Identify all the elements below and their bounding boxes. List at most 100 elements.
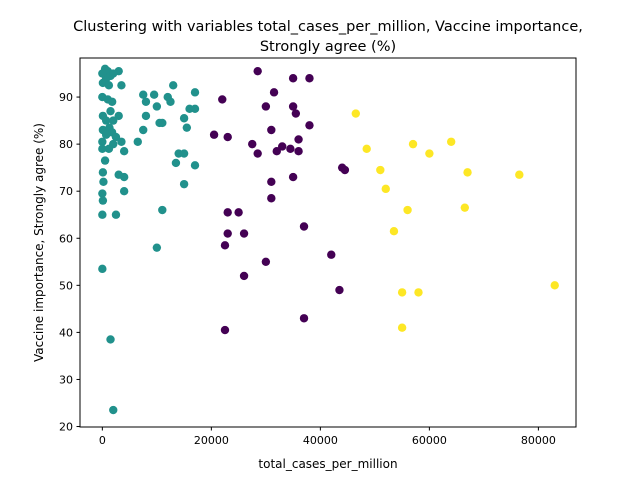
data-point (109, 405, 118, 415)
y-tick-label: 30 (59, 373, 73, 386)
data-point (98, 264, 107, 274)
data-point (403, 205, 412, 215)
data-point (98, 137, 107, 146)
data-point (223, 132, 232, 142)
data-point (376, 165, 385, 175)
data-point (294, 146, 303, 156)
data-points (98, 64, 559, 415)
data-point (98, 196, 108, 205)
data-point (267, 125, 276, 135)
data-point (550, 281, 559, 290)
data-point (149, 90, 159, 99)
data-point (104, 81, 114, 90)
data-point (515, 170, 524, 179)
data-point (253, 149, 262, 158)
y-tick-label: 50 (59, 279, 73, 292)
data-point (288, 172, 298, 182)
data-point (288, 102, 298, 111)
data-point (119, 172, 129, 182)
data-point (220, 241, 230, 250)
data-point (267, 194, 276, 203)
data-point (171, 158, 181, 168)
data-point (152, 243, 162, 252)
data-point (101, 130, 111, 139)
data-point (104, 144, 114, 154)
y-axis-label: Vaccine importance, Strongly agree (%) (32, 123, 46, 362)
data-point (98, 144, 107, 154)
data-point (223, 208, 232, 217)
data-point (179, 179, 189, 189)
data-point (101, 116, 111, 125)
y-tick-label: 60 (59, 232, 73, 245)
y-tick-label: 80 (59, 138, 73, 151)
data-point (190, 88, 200, 97)
chart-title-line-2: Strongly agree (%) (260, 39, 396, 55)
data-point (305, 74, 314, 83)
data-point (239, 271, 249, 281)
data-point (190, 161, 200, 170)
data-point (414, 288, 423, 297)
data-point (397, 323, 407, 332)
data-point (327, 250, 336, 259)
data-point (288, 74, 298, 83)
data-point (408, 139, 418, 149)
data-point (119, 146, 129, 156)
data-point (190, 104, 200, 114)
x-axis-label: total_cases_per_million (258, 457, 397, 471)
data-point (425, 149, 434, 158)
data-point (133, 137, 142, 146)
data-point (179, 149, 189, 158)
data-point (286, 144, 295, 154)
data-point (299, 222, 309, 231)
data-point (351, 109, 360, 118)
y-tick-label: 70 (59, 185, 73, 198)
data-point (362, 144, 371, 154)
x-axis-ticks: 0 20000 40000 60000 80000 (99, 427, 556, 447)
plot-frame (79, 57, 577, 428)
data-point (463, 168, 472, 177)
data-point (158, 118, 167, 128)
data-point (261, 257, 271, 266)
x-tick-label: 60000 (412, 434, 447, 447)
data-point (109, 116, 118, 125)
data-point (223, 229, 232, 238)
x-tick-label: 80000 (521, 434, 556, 447)
data-point (98, 189, 107, 198)
x-tick-label: 0 (99, 434, 106, 447)
data-point (340, 165, 350, 175)
data-point (139, 125, 148, 135)
data-point (117, 137, 126, 146)
data-point (299, 314, 309, 323)
data-point (269, 88, 279, 97)
data-point (305, 121, 314, 130)
data-point (248, 139, 257, 149)
data-point (166, 97, 175, 106)
data-point (335, 285, 344, 295)
data-point (106, 106, 115, 116)
data-point (294, 135, 303, 144)
data-point (267, 177, 276, 186)
data-point (381, 184, 390, 194)
y-tick-label: 20 (59, 421, 73, 434)
y-tick-label: 90 (59, 91, 73, 104)
data-point (109, 69, 118, 78)
y-tick-label: 40 (59, 326, 73, 339)
data-point (182, 123, 192, 132)
data-point (218, 95, 227, 104)
data-point (139, 90, 148, 99)
data-point (98, 210, 107, 219)
data-point (253, 66, 262, 76)
data-point (179, 114, 189, 123)
data-point (98, 168, 108, 177)
data-point (106, 335, 115, 344)
data-point (100, 156, 110, 165)
data-point (446, 137, 456, 146)
data-point (261, 102, 271, 111)
data-point (397, 288, 407, 297)
data-point (141, 97, 151, 106)
data-point (272, 146, 281, 156)
chart-title-line-1: Clustering with variables total_cases_pe… (73, 19, 583, 35)
data-point (119, 186, 129, 196)
data-point (141, 111, 151, 121)
data-point (99, 177, 108, 186)
